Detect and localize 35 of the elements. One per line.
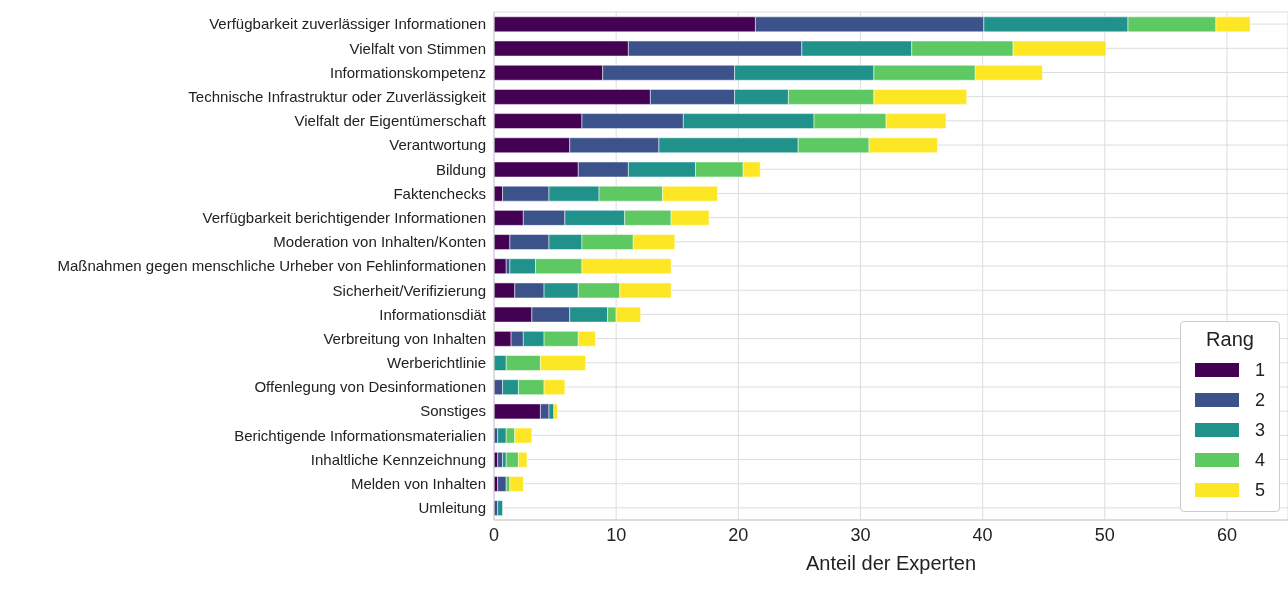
x-tick-label: 20: [728, 524, 749, 545]
y-tick-label: Technische Infrastruktur oder Zuverlässigkeit: [188, 87, 487, 105]
y-tick-label: Umleitung: [418, 499, 486, 517]
y-tick-label: Vielfalt der Eigentümerschaft: [294, 112, 487, 130]
y-tick-label: Werberichtlinie: [387, 354, 486, 372]
legend-label: 3: [1254, 419, 1265, 441]
y-tick-label: Offenlegung von Desinformationen: [254, 378, 486, 396]
x-tick-label: 30: [850, 524, 871, 545]
x-tick-label: 10: [606, 524, 627, 545]
y-tick-label: Faktenchecks: [393, 184, 486, 202]
y-tick-label: Berichtigende Informationsmaterialien: [234, 426, 486, 444]
y-tick-label: Verfügbarkeit berichtigender Informationen: [202, 208, 486, 226]
x-tick-label: 60: [1216, 524, 1237, 545]
y-tick-label: Moderation von Inhalten/Konten: [273, 233, 486, 251]
y-tick-label: Inhaltliche Kennzeichnung: [310, 450, 486, 468]
y-tick-label: Sicherheit/Verifizierung: [332, 281, 486, 299]
y-tick-label: Verbreitung von Inhalten: [323, 329, 486, 347]
x-tick-label: 0: [488, 524, 500, 545]
legend-label: 2: [1254, 389, 1265, 411]
legend-label: 1: [1254, 359, 1265, 381]
y-tick-label: Verfügbarkeit zuverlässiger Informationen: [209, 15, 486, 33]
y-tick-label: Melden von Inhalten: [350, 475, 486, 493]
x-tick-label: 50: [1094, 524, 1115, 545]
y-tick-label: Informationskompetenz: [330, 63, 486, 81]
y-tick-label: Verantwortung: [389, 136, 486, 154]
y-tick-label: Vielfalt von Stimmen: [349, 39, 486, 57]
legend-label: 5: [1254, 479, 1265, 501]
x-axis-title: Anteil der Experten: [805, 552, 977, 574]
y-tick-label: Bildung: [435, 160, 486, 178]
y-tick-label: Sonstiges: [420, 402, 486, 420]
y-tick-label: Maßnahmen gegen menschliche Urheber von Fehlinformationen: [57, 257, 486, 275]
y-tick-label: Informationsdiät: [379, 305, 487, 323]
legend-title: Rang: [1205, 328, 1255, 351]
x-tick-label: 40: [972, 524, 993, 545]
legend-label: 4: [1254, 449, 1265, 471]
